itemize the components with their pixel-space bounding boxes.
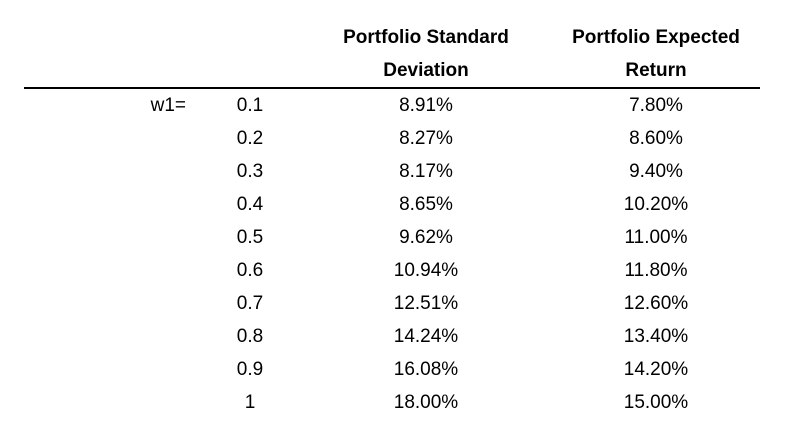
header-spacer-label [24, 21, 200, 88]
row-label-cell [24, 353, 200, 386]
row-label-cell [24, 221, 200, 254]
weight-cell: 0.7 [236, 293, 264, 314]
table-header: Portfolio Standard Deviation Portfolio E… [24, 21, 760, 88]
header-std-dev: Portfolio Standard Deviation [300, 21, 552, 88]
row-label-cell [24, 122, 200, 155]
header-std-dev-line1: Portfolio Standard [343, 27, 509, 48]
weight-cell: 0.2 [236, 128, 264, 149]
header-std-dev-line2: Deviation [383, 60, 469, 81]
std-dev-cell: 16.08% [393, 359, 459, 380]
std-dev-cell: 10.94% [393, 260, 459, 281]
std-dev-cell: 9.62% [399, 227, 453, 248]
weight-cell: 0.9 [236, 359, 264, 380]
row-label-cell [24, 287, 200, 320]
weight-cell: 0.4 [236, 194, 264, 215]
portfolio-table: Portfolio Standard Deviation Portfolio E… [24, 21, 760, 419]
std-dev-cell: 18.00% [393, 392, 459, 413]
row-label-cell: w1= [150, 95, 186, 116]
table-row: 0.5 9.62% 11.00% [24, 221, 760, 254]
weight-cell: 0.6 [236, 260, 264, 281]
table-row: 0.4 8.65% 10.20% [24, 188, 760, 221]
exp-return-cell: 9.40% [629, 161, 683, 182]
exp-return-cell: 12.60% [623, 293, 689, 314]
std-dev-cell: 14.24% [393, 326, 459, 347]
row-label-cell [24, 386, 200, 419]
row-label-cell [24, 188, 200, 221]
table-row: w1= 0.1 8.91% 7.80% [24, 88, 760, 122]
exp-return-cell: 13.40% [623, 326, 689, 347]
row-label-cell [24, 254, 200, 287]
header-exp-return-line2: Return [625, 60, 687, 81]
table-row: 0.9 16.08% 14.20% [24, 353, 760, 386]
table-body: w1= 0.1 8.91% 7.80% 0.2 8.27% 8.60% 0.3 8.17% 9.4… [24, 88, 760, 419]
table-row: 1 18.00% 15.00% [24, 386, 760, 419]
std-dev-cell: 8.91% [399, 95, 453, 116]
row-label-cell [24, 320, 200, 353]
row-label-cell [24, 155, 200, 188]
table-row: 0.8 14.24% 13.40% [24, 320, 760, 353]
std-dev-cell: 12.51% [393, 293, 459, 314]
std-dev-cell: 8.65% [399, 194, 453, 215]
weight-cell: 0.5 [236, 227, 264, 248]
exp-return-cell: 8.60% [629, 128, 683, 149]
header-exp-return-line1: Portfolio Expected [572, 27, 740, 48]
weight-cell: 1 [244, 392, 256, 413]
header-exp-return: Portfolio Expected Return [552, 21, 760, 88]
weight-cell: 0.8 [236, 326, 264, 347]
exp-return-cell: 11.00% [624, 227, 688, 248]
header-row: Portfolio Standard Deviation Portfolio E… [24, 21, 760, 88]
table-row: 0.6 10.94% 11.80% [24, 254, 760, 287]
table-row: 0.3 8.17% 9.40% [24, 155, 760, 188]
exp-return-cell: 7.80% [629, 95, 683, 116]
std-dev-cell: 8.27% [399, 128, 453, 149]
header-spacer-weight [200, 21, 300, 88]
exp-return-cell: 10.20% [623, 194, 689, 215]
weight-cell: 0.3 [236, 161, 264, 182]
std-dev-cell: 8.17% [399, 161, 453, 182]
exp-return-cell: 11.80% [624, 260, 688, 281]
exp-return-cell: 15.00% [623, 392, 689, 413]
table-row: 0.7 12.51% 12.60% [24, 287, 760, 320]
weight-cell: 0.1 [236, 95, 264, 116]
exp-return-cell: 14.20% [623, 359, 689, 380]
table-row: 0.2 8.27% 8.60% [24, 122, 760, 155]
